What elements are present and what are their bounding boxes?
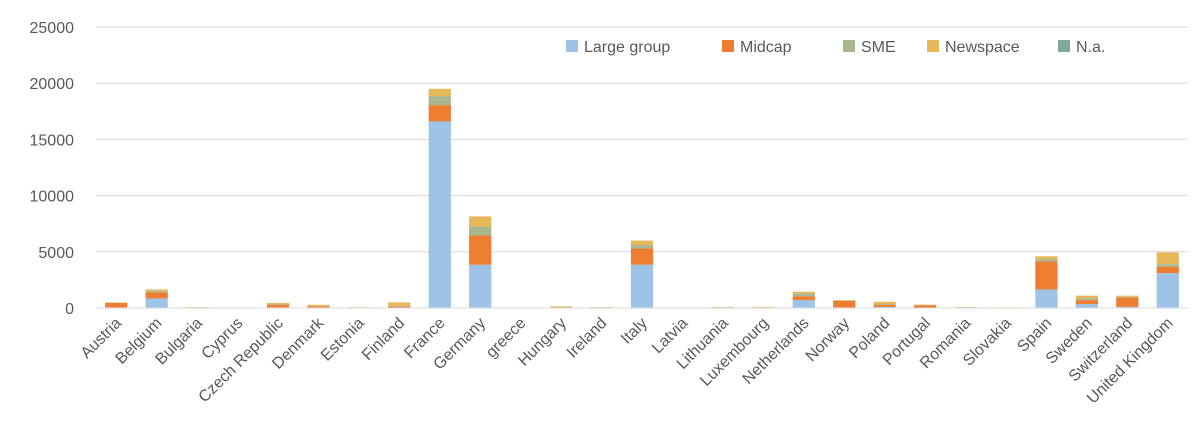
y-tick-label: 5000 [38,245,74,262]
bar-stack-germany [469,216,492,308]
bar-stack-finland [388,302,411,308]
bar-segment-large-group [469,264,492,308]
bar-stack-spain [1035,256,1058,308]
bar-segment-sme [630,245,654,249]
legend-label: N.a. [1076,39,1105,56]
bar-segment-sme [792,293,815,297]
bar-segment-midcap [469,235,492,265]
legend-swatch [566,40,578,52]
bar-segment-newspace [1156,252,1179,265]
y-tick-label: 20000 [30,76,75,93]
bar-segment-midcap [1035,261,1058,290]
legend-label: Newspace [945,39,1020,56]
bar-stack-switzerland [1116,295,1139,308]
legend-swatch [927,40,939,52]
bar-segment-large-group [428,121,451,308]
bar-stack-italy [630,240,654,308]
bar-segment-midcap [145,292,168,299]
bar-stack-belgium [145,289,168,308]
legend: Large group Midcap SME Newspace N.a. [566,39,1105,56]
bar-stack-united-kingdom [1156,252,1179,308]
legend-label: Large group [584,39,670,56]
y-tick-label: 0 [65,301,74,318]
bar-segment-midcap [630,248,654,265]
bar-segment-newspace [307,304,330,306]
bar-segment-newspace [388,302,411,306]
bar-segment-newspace [1116,295,1139,297]
bar-segment-newspace [266,302,290,305]
bar-segment-newspace [428,88,451,97]
x-tick-label: Finland [359,315,408,364]
bar-segment-sme [469,226,492,236]
bar-segment-newspace [1075,295,1099,299]
gridlines [96,26,1188,253]
bar-segment-newspace [630,240,654,246]
bar-segment-sme [873,304,896,305]
bar-segment-midcap [833,300,856,308]
bar-segment-large-group [145,298,168,308]
x-tick-label: Italy [618,315,651,348]
x-tick-label: Estonia [318,315,368,365]
bar-segment-newspace [145,289,168,292]
bar-stack-portugal [913,304,937,308]
bar-stacks [105,88,1179,308]
bar-segment-sme [266,304,290,305]
bar-segment-newspace [469,216,492,227]
bar-segment-sme [1035,259,1058,262]
bar-segment-midcap [873,304,896,307]
bar-stack-sweden [1075,295,1099,308]
bar-stack-norway [833,300,856,308]
bar-segment-large-group [630,264,654,308]
bar-segment-sme [388,305,411,307]
legend-label: Midcap [740,39,792,56]
x-tick-label: Ireland [564,315,611,362]
bar-segment-midcap [1116,297,1139,307]
y-tick-label: 15000 [30,132,75,149]
bar-stack-denmark [307,304,330,308]
bar-segment-large-group [1116,306,1139,308]
bar-segment-midcap [549,307,573,308]
bar-segment-sme [1116,296,1139,298]
bar-segment-midcap [913,305,937,308]
y-tick-label: 10000 [30,189,75,206]
bar-segment-sme [1075,298,1099,301]
bar-stack-czech-republic [266,302,290,308]
bar-segment-large-group [1035,289,1058,308]
bar-segment-midcap [1075,300,1099,305]
bar-stack-poland [873,301,896,308]
y-axis-tick-labels: 0 5000 10000 15000 20000 25000 [30,20,75,318]
legend-label: SME [861,39,896,56]
bar-segment-large-group [873,306,896,308]
bar-segment-midcap [105,302,128,308]
bar-segment-midcap [428,105,451,122]
bar-segment-midcap [1156,266,1179,274]
bar-segment-newspace [549,306,573,307]
bar-segment-large-group [792,300,815,308]
bar-segment-large-group [1075,304,1099,308]
bar-segment-large-group [1156,273,1179,308]
bar-segment-sme [1156,264,1179,267]
bar-segment-sme [428,96,451,106]
bar-segment-midcap [266,304,290,308]
bar-segment-newspace [1035,256,1058,260]
bar-segment-midcap [388,306,411,308]
legend-swatch [1058,40,1070,52]
bar-stack-netherlands [792,291,815,308]
bar-stack-france [428,88,451,308]
x-tick-label: Norway [803,315,853,365]
bar-segment-sme [145,291,168,293]
y-tick-label: 25000 [30,20,75,37]
bar-segment-midcap [307,306,330,308]
bar-segment-newspace [792,291,815,294]
bar-stack-austria [105,302,128,308]
legend-swatch [843,40,855,52]
bar-segment-newspace [873,301,896,305]
legend-swatch [722,40,734,52]
bar-segment-midcap [792,296,815,301]
